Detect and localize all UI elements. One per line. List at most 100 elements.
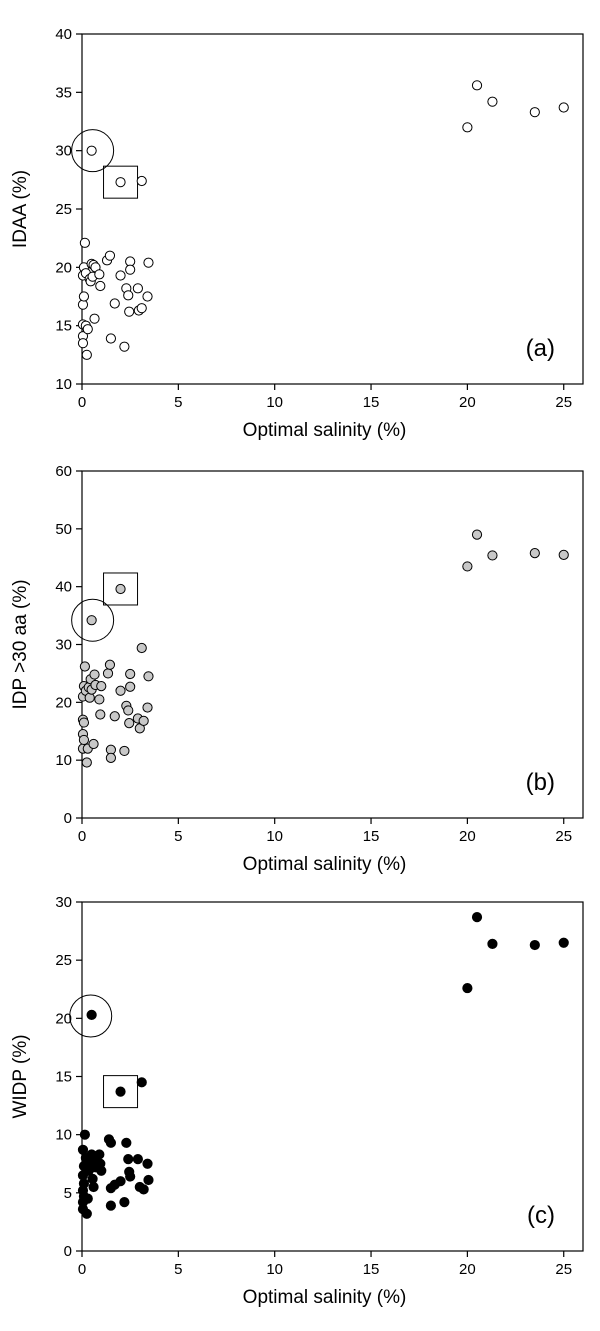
x-tick-label: 10: [266, 1261, 283, 1278]
data-point: [78, 291, 90, 302]
data-point: [81, 349, 92, 360]
data-point: [95, 709, 106, 720]
data-point: [142, 291, 153, 302]
data-point: [119, 745, 130, 757]
data-point: [125, 668, 136, 680]
data-point: [142, 1158, 153, 1169]
y-tick-label: 30: [55, 894, 72, 911]
data-point: [529, 939, 540, 951]
data-point: [105, 333, 117, 344]
x-tick-label: 0: [78, 1261, 86, 1278]
data-point: [81, 1208, 92, 1219]
y-tick-label: 10: [55, 376, 72, 393]
data-point: [88, 738, 99, 750]
y-tick-label: 0: [64, 810, 72, 827]
x-tick-label: 5: [174, 1261, 182, 1278]
data-point: [132, 283, 143, 294]
data-point: [104, 250, 116, 261]
x-tick-label: 25: [555, 1261, 572, 1278]
data-point: [115, 1176, 126, 1187]
x-tick-label: 25: [555, 394, 572, 411]
data-point: [82, 324, 93, 335]
data-point: [77, 338, 89, 349]
data-point: [79, 1129, 90, 1140]
data-point: [487, 938, 498, 949]
data-point: [115, 685, 126, 696]
y-tick-label: 5: [64, 1185, 72, 1202]
panel-2: 0 5 10 15 20 25 0 10 20 30 40 50 60 Optimal salinity …: [10, 463, 584, 875]
panel-label: (a): [526, 335, 555, 362]
data-point: [115, 583, 126, 595]
x-tick-label: 10: [266, 828, 283, 845]
data-point: [136, 303, 147, 314]
data-point: [123, 705, 134, 716]
data-point: [115, 270, 126, 281]
data-point: [124, 306, 135, 317]
panel-1: 0 5 10 15 20 25 10 15 20 25 30 35 40 Optimal salinity…: [10, 26, 584, 441]
highlight-circle: [71, 598, 115, 642]
highlight-square: [103, 1075, 139, 1109]
data-point: [115, 177, 126, 188]
x-axis-title: Optimal salinity (%): [243, 1287, 407, 1308]
x-tick-label: 0: [78, 394, 86, 411]
y-tick-label: 10: [55, 1127, 72, 1144]
data-point: [86, 615, 97, 626]
y-tick-label: 30: [55, 143, 72, 160]
highlight-circle: [69, 994, 113, 1038]
data-point: [96, 681, 107, 692]
data-point: [143, 257, 154, 268]
data-point: [95, 280, 106, 292]
data-point: [123, 290, 134, 301]
data-point: [86, 1009, 97, 1020]
x-tick-label: 5: [174, 828, 182, 845]
x-tick-label: 15: [363, 828, 380, 845]
data-point: [121, 1137, 132, 1148]
y-tick-label: 50: [55, 521, 72, 538]
data-point: [94, 269, 105, 280]
panel-label: (c): [527, 1202, 555, 1229]
data-point: [105, 1200, 117, 1211]
data-point: [471, 529, 483, 540]
data-point: [136, 175, 147, 187]
panel-3: 0 5 10 15 20 25 0 5 10 15 20 25 30 Optimal salinity (…: [10, 894, 584, 1308]
data-point: [88, 1181, 99, 1193]
data-point: [105, 1137, 117, 1148]
data-point: [86, 145, 97, 156]
data-point: [89, 313, 100, 324]
y-tick-label: 60: [55, 463, 72, 480]
data-point: [119, 341, 130, 352]
data-point: [136, 642, 147, 654]
y-tick-label: 25: [55, 952, 72, 969]
x-tick-label: 20: [459, 394, 476, 411]
data-point: [125, 264, 136, 275]
data-point: [78, 734, 90, 746]
data-point: [115, 1086, 126, 1097]
x-tick-label: 15: [363, 394, 380, 411]
data-point: [81, 757, 92, 768]
panel-label: (b): [526, 769, 555, 796]
data-point: [143, 671, 154, 682]
x-axis-title: Optimal salinity (%): [243, 420, 407, 441]
y-tick-label: 10: [55, 752, 72, 769]
y-tick-label: 40: [55, 26, 72, 43]
data-point: [529, 107, 540, 118]
y-axis-title: IDAA (%): [10, 170, 31, 248]
x-tick-label: 25: [555, 828, 572, 845]
y-tick-label: 30: [55, 637, 72, 654]
data-point: [462, 122, 473, 133]
data-point: [79, 661, 90, 672]
data-point: [529, 548, 540, 559]
data-point: [132, 1153, 143, 1165]
data-point: [78, 1178, 90, 1189]
y-tick-label: 40: [55, 579, 72, 596]
data-point: [487, 96, 498, 107]
data-point: [125, 1171, 136, 1182]
y-tick-label: 20: [55, 259, 72, 276]
data-point: [82, 1193, 93, 1204]
highlight-circle: [71, 129, 115, 173]
data-point: [96, 1165, 107, 1176]
data-point: [138, 1184, 149, 1195]
plot-frame: [81, 470, 584, 819]
data-point: [142, 702, 153, 713]
data-point: [104, 659, 116, 670]
